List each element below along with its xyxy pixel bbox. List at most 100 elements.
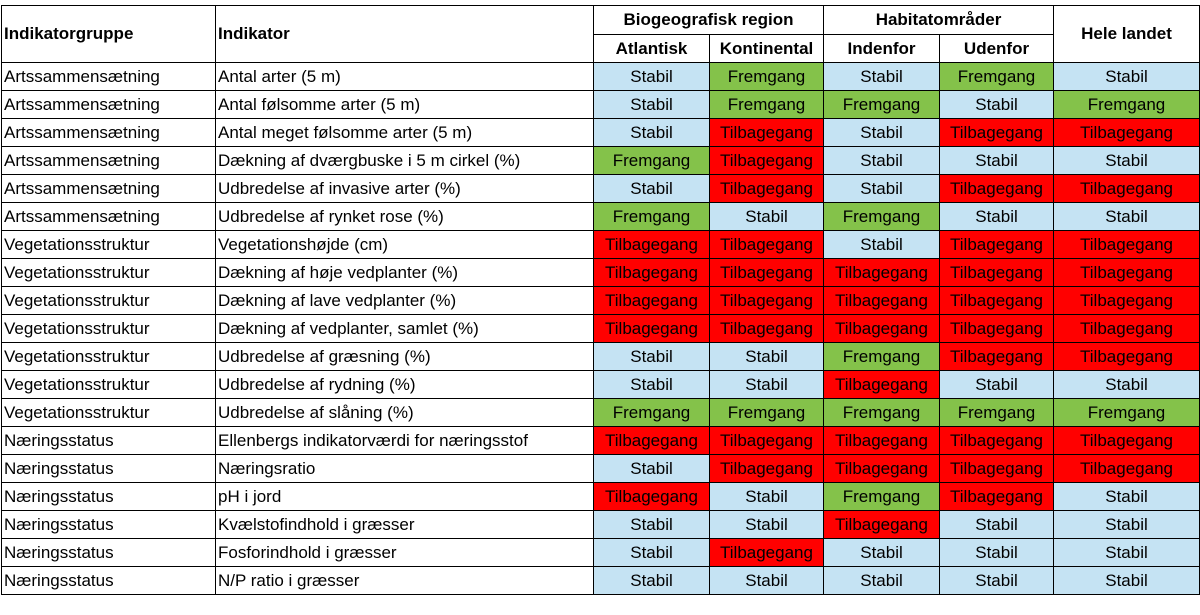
indicator-group-cell: Næringsstatus bbox=[1, 538, 216, 567]
status-cell-atlantisk: Stabil bbox=[593, 566, 710, 595]
status-cell-udenfor: Stabil bbox=[938, 90, 1055, 119]
status-cell-kontinental: Tilbagegang bbox=[709, 538, 824, 567]
status-cell-indenfor: Stabil bbox=[823, 566, 940, 595]
status-cell-indenfor: Fremgang bbox=[823, 398, 940, 427]
status-cell-kontinental: Tilbagegang bbox=[709, 146, 824, 175]
indicator-group-cell: Næringsstatus bbox=[1, 454, 216, 483]
status-cell-kontinental: Tilbagegang bbox=[709, 258, 824, 287]
status-cell-udenfor: Fremgang bbox=[938, 62, 1055, 91]
status-cell-hele-landet: Stabil bbox=[1053, 510, 1200, 539]
table-row: Næringsstatus Ellenbergs indikatorværdi f… bbox=[1, 426, 1200, 455]
status-cell-indenfor: Tilbagegang bbox=[823, 426, 940, 455]
status-cell-atlantisk: Stabil bbox=[593, 62, 710, 91]
header-habitatomraader: Habitatområder bbox=[822, 5, 1055, 35]
header-hele-landet: Hele landet bbox=[1053, 5, 1200, 63]
status-cell-udenfor: Fremgang bbox=[938, 398, 1055, 427]
status-cell-hele-landet: Tilbagegang bbox=[1053, 454, 1200, 483]
indicator-group-cell: Vegetationsstruktur bbox=[1, 370, 216, 399]
status-cell-kontinental: Tilbagegang bbox=[709, 314, 824, 343]
status-cell-atlantisk: Stabil bbox=[593, 370, 710, 399]
status-cell-indenfor: Stabil bbox=[823, 538, 940, 567]
indicator-name-cell: Dækning af lave vedplanter (%) bbox=[215, 286, 594, 315]
status-cell-atlantisk: Tilbagegang bbox=[593, 258, 710, 287]
header-indikatorgruppe: Indikatorgruppe bbox=[1, 5, 216, 63]
status-cell-indenfor: Stabil bbox=[823, 146, 940, 175]
indicator-group-cell: Næringsstatus bbox=[1, 426, 216, 455]
status-cell-kontinental: Tilbagegang bbox=[709, 118, 824, 147]
indicator-group-cell: Næringsstatus bbox=[1, 482, 216, 511]
status-cell-hele-landet: Tilbagegang bbox=[1053, 286, 1200, 315]
status-cell-hele-landet: Stabil bbox=[1053, 202, 1200, 231]
status-cell-atlantisk: Fremgang bbox=[593, 146, 710, 175]
table-row: Vegetationsstruktur Udbredelse af græsnin… bbox=[1, 342, 1200, 371]
table-row: Artssammensætning Antal arter (5 m) Stabil… bbox=[1, 62, 1200, 91]
table-row: Vegetationsstruktur Vegetationshøjde (cm)… bbox=[1, 230, 1200, 259]
status-cell-hele-landet: Stabil bbox=[1053, 538, 1200, 567]
status-cell-indenfor: Stabil bbox=[823, 174, 940, 203]
status-cell-kontinental: Fremgang bbox=[709, 398, 824, 427]
status-cell-hele-landet: Stabil bbox=[1053, 146, 1200, 175]
status-cell-udenfor: Tilbagegang bbox=[938, 426, 1055, 455]
status-cell-atlantisk: Tilbagegang bbox=[593, 426, 710, 455]
indicator-group-cell: Artssammensætning bbox=[1, 174, 216, 203]
indicator-name-cell: Antal følsomme arter (5 m) bbox=[215, 90, 594, 119]
table-row: Næringsstatus pH i jord Tilbagegang Stabil F… bbox=[1, 482, 1200, 511]
table-row: Artssammensætning Antal følsomme arter (5… bbox=[1, 90, 1200, 119]
table-row: Artssammensætning Antal meget følsomme ar… bbox=[1, 118, 1200, 147]
table-row: Artssammensætning Dækning af dværgbuske i… bbox=[1, 146, 1200, 175]
status-cell-hele-landet: Tilbagegang bbox=[1053, 314, 1200, 343]
status-cell-indenfor: Fremgang bbox=[823, 202, 940, 231]
indicator-name-cell: Udbredelse af invasive arter (%) bbox=[215, 174, 594, 203]
indicator-group-cell: Artssammensætning bbox=[1, 202, 216, 231]
status-cell-udenfor: Stabil bbox=[938, 566, 1055, 595]
header-kontinental: Kontinental bbox=[709, 34, 824, 63]
table-row: Næringsstatus Kvælstofindhold i græsser St… bbox=[1, 510, 1200, 539]
table-row: Vegetationsstruktur Udbredelse af rydning… bbox=[1, 370, 1200, 399]
table-row: Næringsstatus Næringsratio Stabil Tilbagega… bbox=[1, 454, 1200, 483]
status-cell-kontinental: Stabil bbox=[709, 482, 824, 511]
indicator-name-cell: Udbredelse af rydning (%) bbox=[215, 370, 594, 399]
status-cell-kontinental: Stabil bbox=[709, 342, 824, 371]
indicator-name-cell: Dækning af dværgbuske i 5 m cirkel (%) bbox=[215, 146, 594, 175]
status-cell-kontinental: Tilbagegang bbox=[709, 426, 824, 455]
table-row: Artssammensætning Udbredelse af invasive … bbox=[1, 174, 1200, 203]
status-cell-udenfor: Stabil bbox=[938, 370, 1055, 399]
indicator-name-cell: Dækning af høje vedplanter (%) bbox=[215, 258, 594, 287]
indicator-group-cell: Næringsstatus bbox=[1, 566, 216, 595]
indicator-group-cell: Artssammensætning bbox=[1, 90, 216, 119]
indicator-name-cell: pH i jord bbox=[215, 482, 594, 511]
status-cell-hele-landet: Fremgang bbox=[1053, 398, 1200, 427]
indicator-group-cell: Vegetationsstruktur bbox=[1, 342, 216, 371]
status-cell-udenfor: Tilbagegang bbox=[938, 286, 1055, 315]
status-cell-atlantisk: Stabil bbox=[593, 454, 710, 483]
indicator-group-cell: Vegetationsstruktur bbox=[1, 314, 216, 343]
status-cell-udenfor: Stabil bbox=[938, 538, 1055, 567]
header-atlantisk: Atlantisk bbox=[593, 34, 710, 63]
indicator-group-cell: Vegetationsstruktur bbox=[1, 398, 216, 427]
status-cell-kontinental: Fremgang bbox=[709, 62, 824, 91]
indicator-name-cell: Næringsratio bbox=[215, 454, 594, 483]
indicator-name-cell: Udbredelse af rynket rose (%) bbox=[215, 202, 594, 231]
status-cell-atlantisk: Fremgang bbox=[593, 202, 710, 231]
status-cell-atlantisk: Stabil bbox=[593, 90, 710, 119]
status-cell-atlantisk: Tilbagegang bbox=[593, 482, 710, 511]
status-cell-atlantisk: Fremgang bbox=[593, 398, 710, 427]
status-cell-hele-landet: Tilbagegang bbox=[1053, 174, 1200, 203]
status-cell-indenfor: Tilbagegang bbox=[823, 454, 940, 483]
status-cell-indenfor: Stabil bbox=[823, 230, 940, 259]
status-cell-indenfor: Tilbagegang bbox=[823, 510, 940, 539]
status-cell-indenfor: Tilbagegang bbox=[823, 258, 940, 287]
indicator-name-cell: N/P ratio i græsser bbox=[215, 566, 594, 595]
indicator-name-cell: Ellenbergs indikatorværdi for næringssto… bbox=[215, 426, 594, 455]
indicator-name-cell: Antal meget følsomme arter (5 m) bbox=[215, 118, 594, 147]
status-cell-atlantisk: Stabil bbox=[593, 174, 710, 203]
status-cell-hele-landet: Tilbagegang bbox=[1053, 258, 1200, 287]
indicator-name-cell: Udbredelse af slåning (%) bbox=[215, 398, 594, 427]
status-cell-udenfor: Stabil bbox=[938, 510, 1055, 539]
status-cell-atlantisk: Tilbagegang bbox=[593, 314, 710, 343]
indicator-status-table: Indikatorgruppe Indikator Biogeografisk … bbox=[1, 5, 1200, 595]
status-cell-udenfor: Tilbagegang bbox=[938, 118, 1055, 147]
indicator-group-cell: Vegetationsstruktur bbox=[1, 286, 216, 315]
status-cell-hele-landet: Tilbagegang bbox=[1053, 230, 1200, 259]
status-cell-udenfor: Stabil bbox=[938, 146, 1055, 175]
